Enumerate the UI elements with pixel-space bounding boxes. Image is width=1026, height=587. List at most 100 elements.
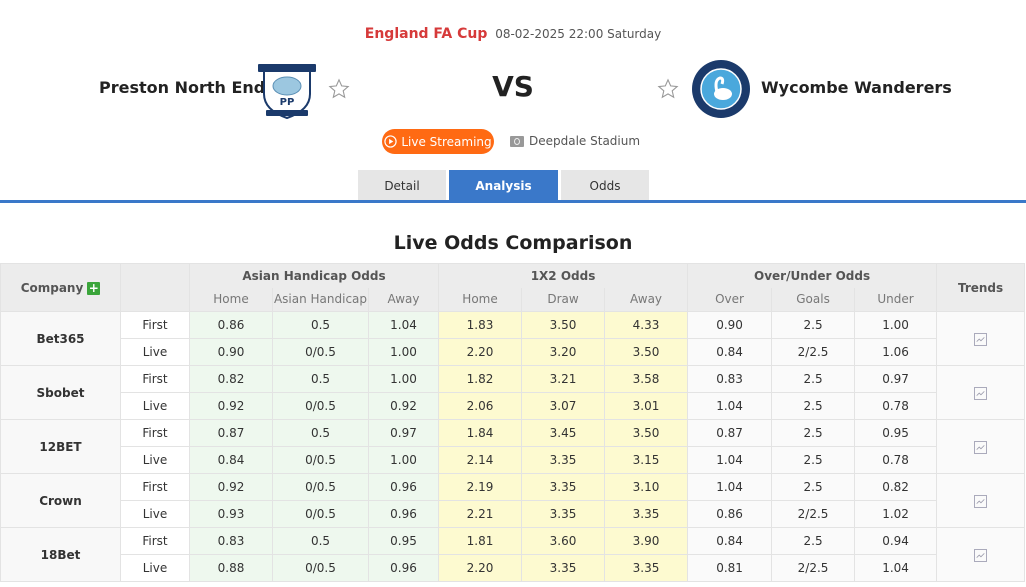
odds-cell: 3.35 — [521, 500, 606, 528]
ah-away-header: Away — [367, 287, 440, 312]
odds-cell: 0.92 — [189, 392, 273, 420]
home-team-name[interactable]: Preston North End — [99, 78, 266, 97]
odds-cell: 2/2.5 — [771, 338, 856, 366]
odds-cell: 3.58 — [604, 365, 689, 393]
odds-cell: 2.21 — [438, 500, 523, 528]
odds-cell: 1.00 — [367, 446, 440, 474]
odds-cell: 0.83 — [189, 527, 273, 555]
section-title: Live Odds Comparison — [393, 232, 633, 254]
odds-type: First — [120, 527, 190, 555]
over-under-header: Over/Under Odds — [687, 263, 938, 288]
favorite-star-icon[interactable] — [657, 78, 679, 100]
ah-handicap-header: Asian Handicap — [272, 287, 369, 312]
company-name[interactable]: 12BET — [0, 419, 121, 474]
odds-cell: 0.90 — [687, 311, 773, 339]
type-header — [120, 263, 190, 312]
tab-underline — [0, 200, 1026, 203]
venue-name: Deepdale Stadium — [529, 134, 641, 148]
home-team-crest[interactable]: PP — [256, 58, 318, 120]
company-name[interactable]: Sbobet — [0, 365, 121, 420]
odds-cell: 0.92 — [189, 473, 273, 501]
odds-cell: 3.60 — [521, 527, 606, 555]
odds-cell: 0.78 — [854, 446, 938, 474]
odds-cell: 3.10 — [604, 473, 689, 501]
odds-cell: 3.15 — [604, 446, 689, 474]
odds-cell: 0.87 — [687, 419, 773, 447]
table-row: Live 0.88 0/0.5 0.96 2.20 3.35 3.35 0.81… — [1, 554, 1025, 582]
trend-chart-icon[interactable] — [974, 386, 988, 400]
odds-cell: 0/0.5 — [272, 446, 369, 474]
trend-chart-icon[interactable] — [974, 548, 988, 562]
trend-chart-icon[interactable] — [974, 494, 988, 508]
odds-cell: 1.06 — [854, 338, 938, 366]
odds-type: Live — [120, 338, 190, 366]
1x2-header: 1X2 Odds — [438, 263, 689, 288]
trend-chart-icon[interactable] — [974, 332, 988, 346]
odds-cell: 3.35 — [521, 554, 606, 582]
tab-odds[interactable]: Odds — [561, 170, 649, 201]
odds-cell: 0/0.5 — [272, 473, 369, 501]
favorite-star-icon[interactable] — [328, 78, 350, 100]
x12-away-header: Away — [604, 287, 689, 312]
odds-cell: 2/2.5 — [771, 500, 856, 528]
odds-type: Live — [120, 554, 190, 582]
odds-cell: 0.5 — [272, 419, 369, 447]
odds-cell: 0/0.5 — [272, 338, 369, 366]
table-row: 18Bet First 0.83 0.5 0.95 1.81 3.60 3.90… — [0, 527, 1026, 582]
odds-cell: 2.5 — [771, 365, 856, 393]
odds-cell: 0.94 — [854, 527, 938, 555]
odds-cell: 0.87 — [189, 419, 273, 447]
company-name[interactable]: Crown — [0, 473, 121, 528]
odds-cell: 3.50 — [604, 338, 689, 366]
odds-comparison-table: Company + Asian Handicap Odds 1X2 Odds Ov… — [0, 263, 1026, 582]
odds-cell: 3.45 — [521, 419, 606, 447]
company-name[interactable]: Bet365 — [0, 311, 121, 366]
odds-cell: 1.04 — [687, 392, 773, 420]
odds-cell: 3.90 — [604, 527, 689, 555]
odds-cell: 1.84 — [438, 419, 523, 447]
ah-home-header: Home — [189, 287, 273, 312]
x12-home-header: Home — [438, 287, 523, 312]
live-streaming-label: Live Streaming — [401, 134, 492, 149]
add-company-icon[interactable]: + — [87, 280, 101, 295]
odds-cell: 2.06 — [438, 392, 523, 420]
venue: Deepdale Stadium — [510, 134, 640, 148]
company-name[interactable]: 18Bet — [0, 527, 121, 582]
odds-cell: 0.86 — [687, 500, 773, 528]
table-row: Sbobet First 0.82 0.5 1.00 1.82 3.21 3.5… — [0, 365, 1026, 420]
odds-cell: 4.33 — [604, 311, 689, 339]
odds-type: First — [120, 419, 190, 447]
odds-cell: 0.95 — [367, 527, 440, 555]
odds-type: Live — [120, 500, 190, 528]
odds-cell: 1.04 — [854, 554, 938, 582]
vs-label: VS — [492, 70, 534, 103]
odds-cell: 2.20 — [438, 338, 523, 366]
league-name[interactable]: England FA Cup — [364, 26, 488, 42]
trends-cell — [936, 473, 1026, 528]
odds-cell: 0/0.5 — [272, 554, 369, 582]
svg-text:PP: PP — [280, 97, 295, 108]
odds-cell: 1.00 — [367, 365, 440, 393]
live-streaming-button[interactable]: Live Streaming — [382, 129, 494, 154]
odds-cell: 1.81 — [438, 527, 523, 555]
away-team-crest[interactable] — [690, 58, 752, 120]
odds-cell: 0.83 — [687, 365, 773, 393]
odds-cell: 0.81 — [687, 554, 773, 582]
trend-chart-icon[interactable] — [974, 440, 988, 454]
odds-cell: 0.97 — [367, 419, 440, 447]
away-team-name[interactable]: Wycombe Wanderers — [761, 78, 952, 97]
tab-detail[interactable]: Detail — [358, 170, 446, 201]
odds-cell: 2.5 — [771, 392, 856, 420]
tab-bar: Detail Analysis Odds — [358, 170, 649, 201]
odds-cell: 0.84 — [189, 446, 273, 474]
odds-cell: 2/2.5 — [771, 554, 856, 582]
odds-cell: 1.04 — [367, 311, 440, 339]
odds-cell: 3.35 — [604, 500, 689, 528]
odds-cell: 0.93 — [189, 500, 273, 528]
odds-cell: 3.50 — [521, 311, 606, 339]
tab-analysis[interactable]: Analysis — [449, 170, 558, 201]
odds-cell: 1.83 — [438, 311, 523, 339]
odds-cell: 0.5 — [272, 365, 369, 393]
odds-cell: 0.5 — [272, 527, 369, 555]
league-line: England FA Cup 08-02-2025 22:00 Saturday — [0, 26, 1026, 42]
